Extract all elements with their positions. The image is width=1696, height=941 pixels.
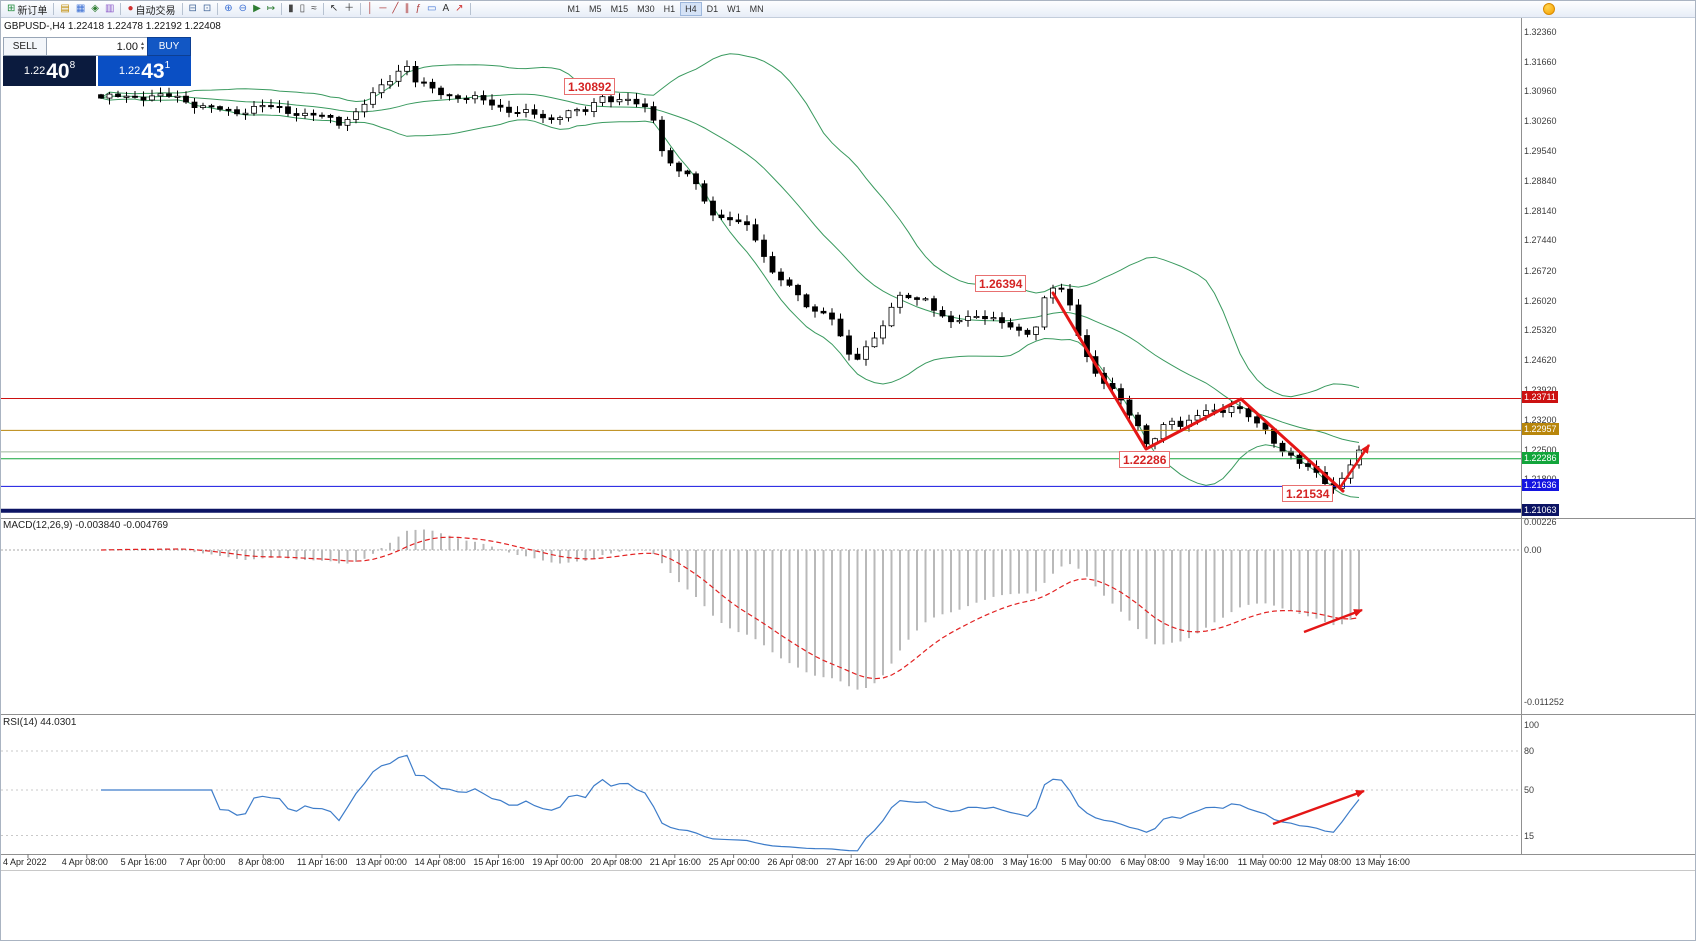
new-chart-icon: ⊟	[188, 3, 197, 14]
new-chart-tool[interactable]: ⊟	[186, 2, 200, 17]
toolbar-separator	[281, 3, 283, 15]
timeframe-d1[interactable]: D1	[706, 4, 719, 14]
line-chart-icon: ≈	[311, 3, 317, 14]
timeframe-toolbar: M1 M5 M15 M30 H1 H4 D1 W1 MN	[564, 2, 768, 16]
timeframe-m5[interactable]: M5	[589, 4, 602, 14]
data-window-tool[interactable]: ▦	[73, 2, 88, 17]
volume-input[interactable]: 1.00 ▴ ▾	[47, 37, 147, 56]
candlestick-chart-icon: ▮	[288, 3, 294, 14]
sell-price-sup: 8	[69, 60, 76, 71]
rsi-indicator-label: RSI(14) 44.0301	[3, 717, 77, 728]
cursor-tool[interactable]: ↖	[327, 2, 341, 17]
text-icon: A	[442, 3, 450, 14]
profiles-tool[interactable]: ⊡	[200, 2, 214, 17]
crosshair-tool[interactable]: ＋	[341, 2, 357, 17]
horizontal-line-icon: ─	[379, 3, 387, 14]
auto-scroll-icon: ▶	[253, 3, 261, 14]
vertical-line-tool[interactable]: │	[364, 2, 376, 17]
candlestick-chart-tool[interactable]: ▮	[285, 2, 297, 17]
toolbar-separator	[322, 3, 324, 15]
auto-scroll-tool[interactable]: ▶	[250, 2, 264, 17]
trade-buttons-row: SELL 1.00 ▴ ▾ BUY	[3, 37, 191, 56]
navigator-tool[interactable]: ◈	[88, 2, 102, 17]
trendline-icon: ╱	[392, 3, 399, 14]
channel-tool[interactable]: ∥	[401, 2, 412, 17]
timeframe-mn[interactable]: MN	[749, 4, 764, 14]
new-order-button-label: 新订单	[17, 5, 48, 17]
toolbar-separator	[181, 3, 183, 15]
zoom-out-icon: ⊖	[238, 3, 248, 14]
timeframe-w1[interactable]: W1	[727, 4, 741, 14]
toolbar-separator	[120, 3, 122, 15]
one-click-trading-widget: SELL 1.00 ▴ ▾ BUY 1.22 40 8 1.22 43 1	[3, 37, 191, 86]
arrows-tool[interactable]: ↗	[452, 2, 466, 17]
volume-spinner-icon[interactable]: ▴ ▾	[140, 40, 144, 52]
zoom-in-tool[interactable]: ⊕	[221, 2, 235, 17]
cursor-icon: ↖	[329, 3, 339, 14]
navigator-icon: ◈	[91, 3, 99, 14]
shapes-tool[interactable]: ▭	[424, 2, 439, 17]
volume-value: 1.00	[116, 40, 138, 53]
new-order-icon: ⊞	[7, 3, 16, 14]
fibonacci-tool[interactable]: ƒ	[412, 2, 424, 17]
terminal-icon: ▥	[105, 3, 115, 14]
trendline-tool[interactable]: ╱	[389, 2, 401, 17]
timeframe-h4[interactable]: H4	[680, 2, 702, 16]
vertical-line-icon: │	[367, 3, 374, 14]
market-watch-icon: ▤	[60, 3, 70, 14]
buy-price-panel[interactable]: 1.22 43 1	[98, 56, 191, 86]
data-window-icon: ▦	[75, 3, 86, 14]
zoom-out-tool[interactable]: ⊖	[236, 2, 250, 17]
new-order-button[interactable]: ⊞ 新订单	[4, 2, 50, 17]
text-tool[interactable]: A	[439, 2, 452, 17]
sell-price-big: 40	[46, 59, 70, 83]
zoom-in-icon: ⊕	[224, 3, 233, 14]
chart-ohlc-header: GBPUSD-,H4 1.22418 1.22478 1.22192 1.224…	[4, 21, 221, 32]
buy-price-sup: 1	[164, 60, 171, 71]
autotrading-icon: ●	[127, 3, 134, 14]
buy-price-prefix: 1.22	[118, 65, 141, 77]
timeframe-m15[interactable]: M15	[610, 4, 629, 14]
fibonacci-icon: ƒ	[415, 3, 422, 14]
macd-indicator-label: MACD(12,26,9) -0.003840 -0.004769	[3, 520, 169, 531]
market-watch-tool[interactable]: ▤	[57, 2, 72, 17]
bar-chart-icon: ▯	[299, 3, 306, 14]
chart-shift-icon: ↦	[266, 3, 276, 14]
sell-price-panel[interactable]: 1.22 40 8	[3, 56, 96, 86]
horizontal-line-tool[interactable]: ─	[376, 2, 389, 17]
shapes-icon: ▭	[427, 3, 437, 14]
bar-chart-tool[interactable]: ▯	[297, 2, 309, 17]
terminal-tool[interactable]: ▥	[102, 2, 117, 17]
sell-button[interactable]: SELL	[3, 37, 47, 56]
line-chart-tool[interactable]: ≈	[308, 2, 320, 17]
autotrading-button[interactable]: ● 自动交易	[124, 2, 178, 17]
timeframe-h1[interactable]: H1	[663, 4, 676, 14]
sell-price-prefix: 1.22	[23, 65, 46, 77]
main-toolbar: ⊞ 新订单 ▤ ▦ ◈ ▥ ● 自动交易 ⊟ ⊡ ⊕ ⊖ ▶ ↦ ▮ ▯ ≈ ↖ ＋ │ ─ ╱ ∥ ƒ ▭ A ↗ M1 M5 M15 M…	[1, 1, 1695, 18]
arrows-icon: ↗	[455, 3, 464, 14]
profiles-icon: ⊡	[202, 3, 212, 14]
toolbar-separator	[53, 3, 55, 15]
buy-button[interactable]: BUY	[147, 37, 191, 56]
chart-shift-tool[interactable]: ↦	[264, 2, 278, 17]
channel-icon: ∥	[404, 3, 410, 14]
timeframe-m1[interactable]: M1	[567, 4, 581, 14]
price-panels-row: 1.22 40 8 1.22 43 1	[3, 56, 191, 86]
autotrading-button-label: 自动交易	[135, 5, 176, 17]
toolbar-separator	[469, 3, 471, 15]
timeframe-m30[interactable]: M30	[637, 4, 655, 14]
toolbar-separator	[360, 3, 362, 15]
toolbar-separator	[217, 3, 219, 15]
crosshair-icon: ＋	[344, 3, 355, 14]
buy-price-big: 43	[141, 59, 165, 83]
community-icon[interactable]	[1543, 3, 1555, 15]
